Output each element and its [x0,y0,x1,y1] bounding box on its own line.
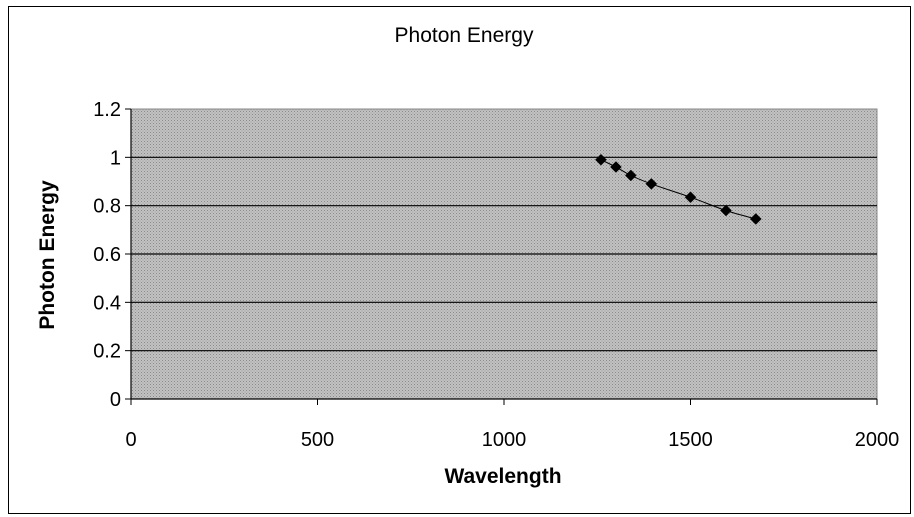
y-tick-labels: 0 0.2 0.4 0.6 0.8 1 1.2 [93,99,121,411]
chart-title: Photon Energy [395,24,534,47]
y-tick-label-3: 0.6 [93,244,121,266]
grid-lines [131,156,877,352]
data-point-2 [624,169,637,182]
data-point-5 [720,204,732,217]
x-tick-label-4: 2000 [855,429,900,451]
x-tick-label-0: 0 [125,429,136,451]
data-point-4 [684,191,697,204]
y-tick-label-2: 0.4 [93,292,121,314]
data-point-6 [749,213,762,225]
data-point-3 [645,178,658,190]
x-tick-label-2: 1000 [482,429,527,451]
y-tick-label-4: 0.8 [93,196,121,218]
x-tick-labels: 0 500 1000 1500 2000 [125,429,899,451]
x-tick-label-3: 1500 [668,429,713,451]
y-tick-label-1: 0.2 [93,341,121,363]
y-axis-title: Photon Energy [36,180,59,330]
series-layer [595,153,762,225]
x-tick-label-1: 500 [301,429,334,451]
chart-frame [8,6,911,514]
data-point-1 [610,161,622,173]
y-tick-label-6: 1.2 [93,99,121,121]
data-point-0 [595,153,607,166]
axes [125,108,878,405]
y-tick-label-5: 1 [110,147,121,169]
x-axis-title: Wavelength [444,465,561,488]
y-tick-label-0: 0 [110,389,121,411]
